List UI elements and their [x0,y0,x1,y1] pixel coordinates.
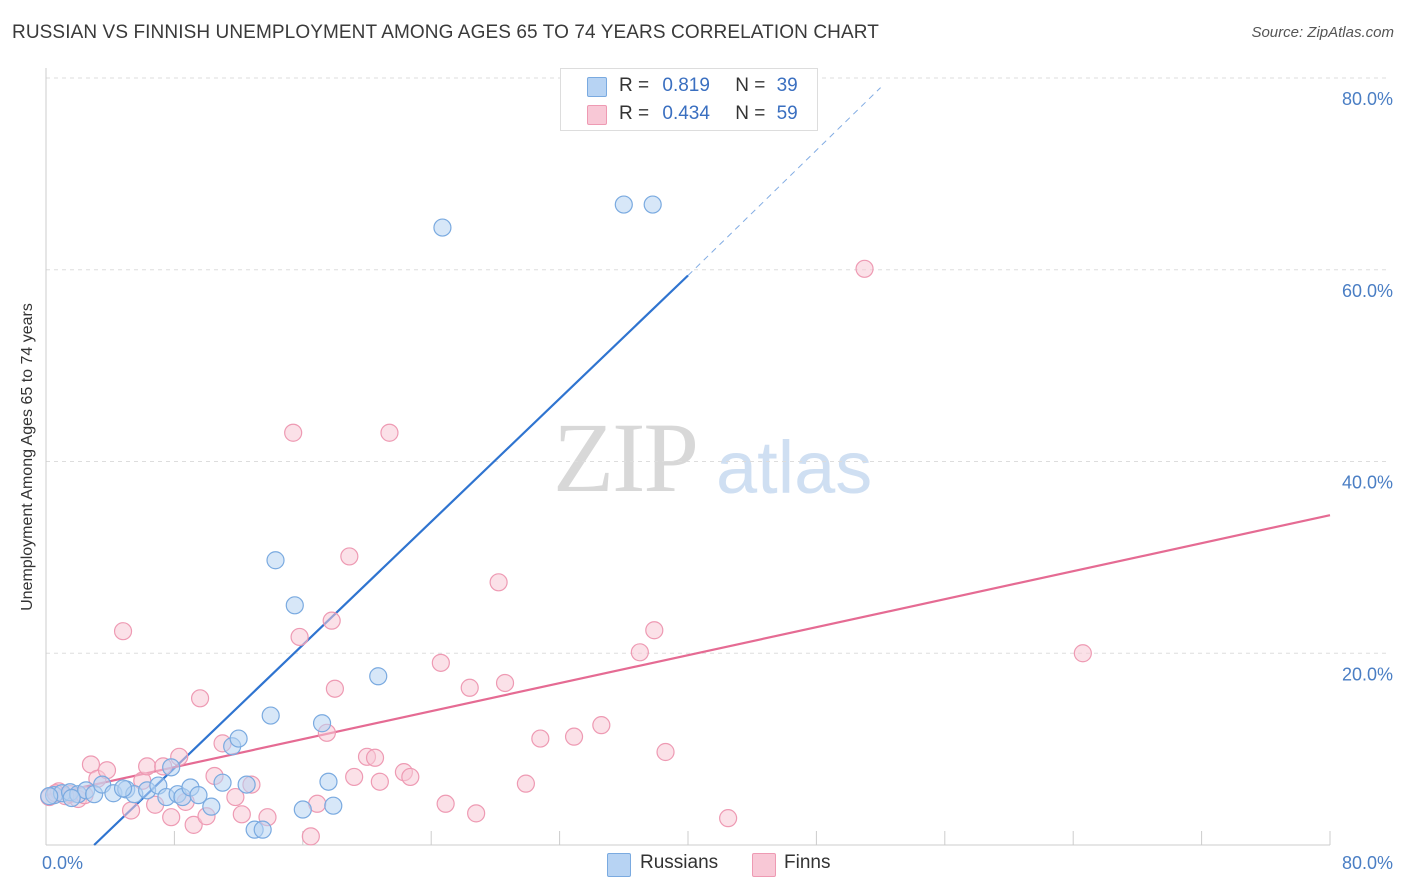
finns-trend-line [45,514,1331,797]
finns-point [516,774,535,793]
russians-point [261,706,280,725]
russians-legend-swatch [607,853,631,877]
finns-point [460,678,479,697]
russians-point [312,714,332,733]
legend: R = 0.819 N = 39 R = 0.434 N = 59 [560,68,818,131]
russians-point [229,729,248,748]
russians-point [614,195,633,214]
russians-legend-label[interactable]: Russians [640,852,719,873]
legend-n-label: N = [735,103,766,124]
legend-row-russians: R = 0.819 N = 39 [619,74,798,98]
legend-r-label: R = [619,75,650,96]
gridlines [46,77,1390,654]
finns-point [436,794,455,813]
finns-swatch [587,105,607,125]
russians-point [369,667,388,686]
x-tick-label: 80.0% [1342,853,1393,873]
finns-point [113,622,133,641]
finns-point [1073,644,1092,663]
legend-n-value: 59 [776,103,798,124]
finns-point [719,809,738,828]
russians-point [113,779,133,798]
data-points [40,195,1092,846]
watermark-atlas: atlas [716,426,873,509]
finns-point [592,716,611,735]
finns-point [564,727,584,746]
russians-point [202,797,221,816]
y-tick-label: 60.0% [1342,281,1393,301]
finns-point [401,767,420,787]
russians-trend-line [93,274,689,846]
legend-r-value: 0.434 [662,103,710,124]
finns-point [340,547,359,566]
watermark-zip: ZIP [553,402,699,513]
finns-point [345,767,364,787]
legend-r-label: R = [619,103,650,124]
finns-point [184,815,203,834]
tick-labels: 20.0% 40.0% 60.0% 80.0% 0.0% 80.0% [42,89,1393,873]
russians-point [189,786,208,805]
y-tick-label: 40.0% [1342,473,1393,493]
finns-point [190,689,210,708]
finns-point [489,573,508,592]
finns-point [232,805,251,824]
source-label[interactable]: Source: ZipAtlas.com [1251,24,1394,41]
legend-n-value: 39 [776,75,798,96]
legend-row-finns: R = 0.434 N = 59 [619,102,798,126]
finns-legend-swatch [752,853,776,877]
russians-point [237,775,256,794]
finns-point [290,627,309,647]
y-tick-label: 80.0% [1342,89,1393,109]
russians-point [324,796,343,815]
x-tick-label: 0.0% [42,853,83,873]
russians-point [162,758,181,777]
finns-point [284,423,303,442]
russians-point [253,820,272,839]
russians-point [285,596,304,615]
russians-point [213,773,232,792]
finns-point [431,653,450,672]
chart-title: RUSSIAN VS FINNISH UNEMPLOYMENT AMONG AG… [12,22,879,43]
finns-point [467,804,486,823]
legend-r-value: 0.819 [662,75,710,96]
axes [45,68,1331,846]
russians-point [643,195,662,214]
finns-point [322,611,341,630]
finns-point [162,808,181,827]
finns-point [301,827,320,846]
legend-n-label: N = [735,75,766,96]
finns-point [531,729,550,748]
finns-point [121,801,141,820]
russians-swatch [587,77,607,97]
finns-legend-label[interactable]: Finns [784,852,831,873]
russians-point [62,788,81,808]
y-tick-label: 20.0% [1342,664,1393,684]
finns-point [495,673,515,693]
russians-trend-extension [687,87,881,276]
russians-point [266,551,285,570]
russians-point [40,787,59,806]
finns-point [365,748,385,767]
russians-point [319,772,338,791]
finns-point [370,772,389,791]
finns-point [645,621,664,640]
finns-point [226,787,245,807]
trend-lines [45,87,1331,846]
finns-point [656,742,675,762]
finns-point [380,423,399,442]
finns-point [325,679,344,698]
finns-point [855,259,874,278]
russians-point [433,218,452,237]
russians-point [293,800,312,819]
finns-point [630,643,649,662]
finns-point [138,757,157,776]
